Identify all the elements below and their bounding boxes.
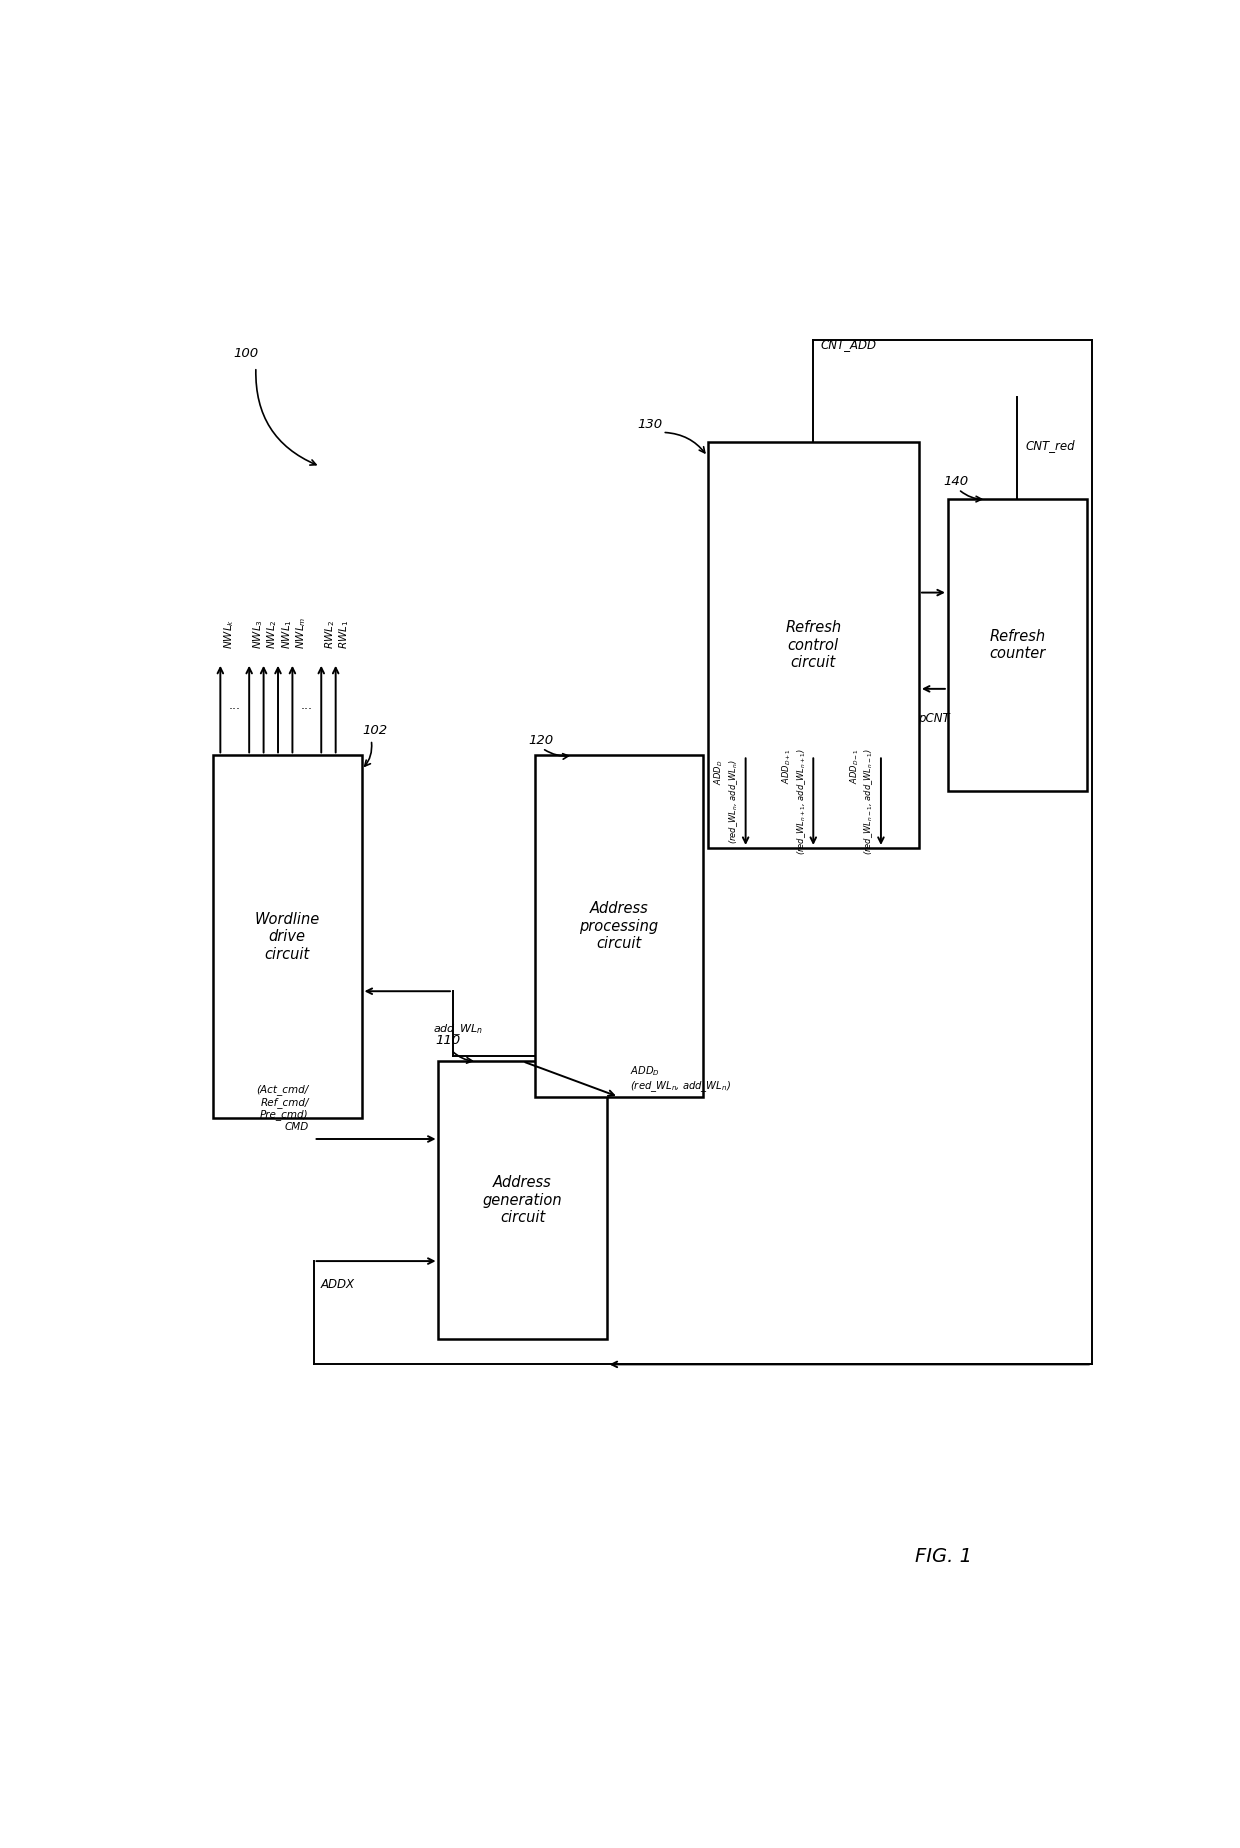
Text: NWL$_k$: NWL$_k$ [222, 619, 236, 649]
Text: ADD$_D$
(red_WL$_n$, add_WL$_n$): ADD$_D$ (red_WL$_n$, add_WL$_n$) [713, 760, 740, 845]
Text: NWL$_1$: NWL$_1$ [280, 619, 294, 649]
FancyBboxPatch shape [947, 499, 1087, 791]
Text: ADDX: ADDX [321, 1279, 355, 1292]
Text: ...: ... [301, 699, 312, 711]
Text: NWL$_2$: NWL$_2$ [265, 619, 279, 649]
Text: 102: 102 [362, 724, 388, 737]
Text: NWL$_3$: NWL$_3$ [250, 619, 265, 649]
Text: CNT_ADD: CNT_ADD [821, 338, 877, 351]
Text: 120: 120 [528, 734, 553, 747]
Text: Refresh
control
circuit: Refresh control circuit [785, 621, 842, 671]
Text: ADD$_{D+1}$
(red_WL$_{n+1}$, add_WL$_{n+1}$): ADD$_{D+1}$ (red_WL$_{n+1}$, add_WL$_{n+… [780, 748, 807, 856]
Text: ADD$_D$
(red_WL$_n$, add_WL$_n$): ADD$_D$ (red_WL$_n$, add_WL$_n$) [630, 1064, 732, 1094]
Text: ADD$_{D-1}$
(red_WL$_{n-1}$, add_WL$_{n-1}$): ADD$_{D-1}$ (red_WL$_{n-1}$, add_WL$_{n-… [848, 748, 875, 856]
FancyBboxPatch shape [708, 442, 919, 848]
Text: 130: 130 [637, 418, 662, 431]
Text: Refresh
counter: Refresh counter [990, 628, 1045, 662]
Text: Address
processing
circuit: Address processing circuit [579, 902, 658, 952]
Text: 110: 110 [435, 1035, 461, 1048]
Text: RWL$_1$: RWL$_1$ [337, 619, 351, 649]
Text: Address
generation
circuit: Address generation circuit [482, 1175, 563, 1225]
Text: NWL$_m$: NWL$_m$ [294, 615, 309, 649]
Text: 100: 100 [234, 347, 259, 360]
FancyBboxPatch shape [439, 1061, 606, 1338]
Text: add_WL$_n$: add_WL$_n$ [433, 1022, 482, 1037]
Text: ...: ... [228, 699, 241, 711]
Text: CNT_red: CNT_red [1025, 438, 1075, 451]
Text: (Act_cmd/
Ref_cmd/
Pre_cmd)
CMD: (Act_cmd/ Ref_cmd/ Pre_cmd) CMD [257, 1085, 309, 1131]
Text: 140: 140 [942, 475, 968, 488]
Text: Wordline
drive
circuit: Wordline drive circuit [254, 911, 320, 961]
Text: pCNT: pCNT [918, 711, 950, 724]
Text: FIG. 1: FIG. 1 [915, 1547, 971, 1565]
FancyBboxPatch shape [213, 756, 362, 1118]
FancyBboxPatch shape [534, 756, 703, 1098]
Text: RWL$_2$: RWL$_2$ [324, 619, 337, 649]
